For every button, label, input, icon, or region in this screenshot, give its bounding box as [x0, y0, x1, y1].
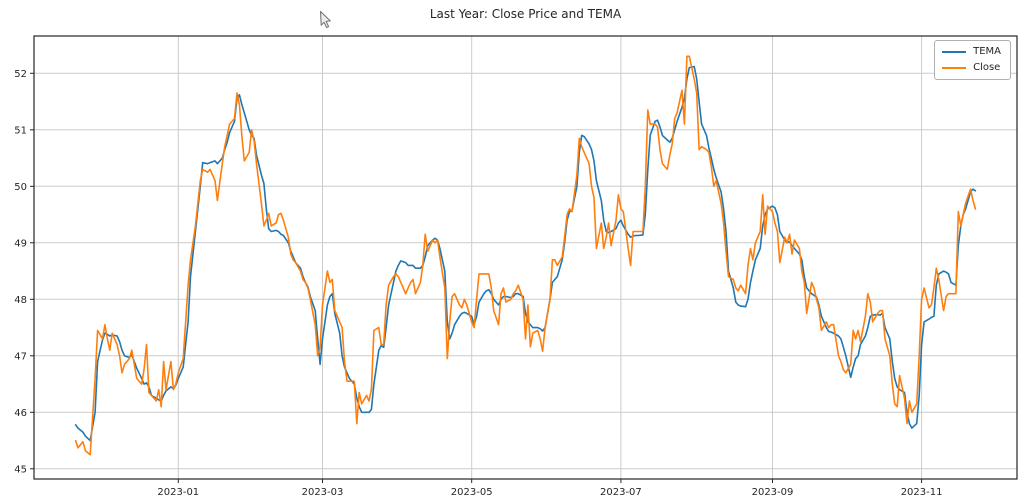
- close-line: [74, 55, 977, 456]
- legend: TEMA Close: [934, 40, 1011, 80]
- y-tick-label: 50: [14, 182, 27, 193]
- x-tick-label: 2023-05: [451, 487, 493, 498]
- y-tick-label: 49: [14, 238, 27, 249]
- tema-line: [74, 65, 977, 442]
- x-tick-label: 2023-03: [302, 487, 344, 498]
- x-tick-label: 2023-09: [752, 487, 794, 498]
- x-tick-label: 2023-07: [600, 487, 642, 498]
- y-tick-label: 45: [14, 464, 27, 475]
- y-tick-label: 46: [14, 408, 27, 419]
- chart-title: Last Year: Close Price and TEMA: [429, 7, 622, 21]
- x-tick-label: 2023-11: [901, 487, 943, 498]
- legend-entry-close: Close: [942, 62, 1001, 74]
- y-tick-label: 48: [14, 295, 27, 306]
- legend-swatch: [942, 67, 967, 69]
- legend-label-tema: TEMA: [973, 46, 1001, 57]
- legend-swatch: [942, 51, 967, 53]
- axes-frame: [33, 35, 1018, 480]
- y-tick-label: 47: [14, 351, 27, 362]
- y-tick-label: 52: [14, 69, 27, 80]
- x-tick-label: 2023-01: [157, 487, 199, 498]
- legend-entry-tema: TEMA: [942, 46, 1001, 58]
- y-tick-label: 51: [14, 125, 27, 136]
- legend-label-close: Close: [973, 62, 1001, 73]
